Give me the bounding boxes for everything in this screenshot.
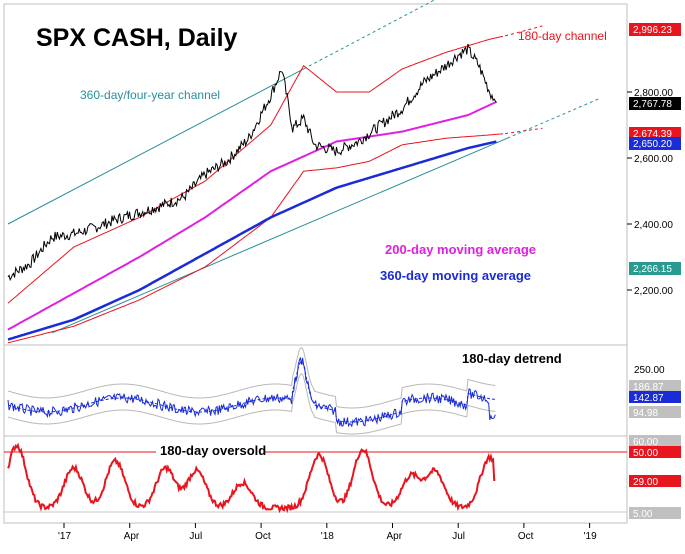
annotation-360-day-ma: 360-day moving average bbox=[380, 268, 531, 283]
oversold-tag-bg bbox=[629, 507, 681, 519]
time-axis: '17 Apr Jul Oct '18 Apr Jul Oct '19 bbox=[58, 523, 597, 542]
price-tag-label: 2,266.15 bbox=[633, 264, 672, 275]
detrend-panel: 180-day detrend 250.00 bbox=[7, 346, 665, 435]
oversold-tag-label: 29.00 bbox=[633, 477, 658, 488]
180-day-channel-upper-projection bbox=[505, 25, 543, 37]
detrend-tag-label: 142.87 bbox=[633, 393, 664, 404]
oversold-tag-bg bbox=[629, 435, 681, 447]
price-tag-bg bbox=[629, 137, 681, 150]
y-tick-label: 2,800.00 bbox=[634, 88, 673, 99]
oversold-tag-bg bbox=[629, 475, 681, 487]
oversold-title: 180-day oversold bbox=[160, 443, 266, 458]
180-day-channel-lower bbox=[7, 133, 503, 344]
detrend-upper-band bbox=[7, 346, 496, 409]
price-tag-bg bbox=[629, 262, 681, 275]
180-day-channel bbox=[7, 25, 543, 344]
detrend-title: 180-day detrend bbox=[462, 351, 562, 366]
detrend-tag-label: 94.98 bbox=[633, 408, 658, 419]
detrend-smooth-line bbox=[7, 360, 496, 423]
four-year-channel-lower-projection bbox=[507, 98, 600, 139]
four-year-channel-upper bbox=[7, 68, 304, 225]
four-year-channel-lower bbox=[51, 137, 508, 334]
oversold-panel: 180-day oversold bbox=[4, 442, 627, 514]
oversold-tag-label: 60.00 bbox=[633, 437, 658, 448]
detrend-line bbox=[7, 357, 496, 428]
detrend-tag-bg bbox=[629, 380, 681, 392]
detrend-tag-label: 186.87 bbox=[633, 382, 664, 393]
price-tags: 2,996.23 2,767.78 2,674.392,650.20 2,266.15 bbox=[629, 23, 681, 275]
x-tick-label: Jul bbox=[189, 531, 202, 542]
x-tick-label: Apr bbox=[387, 531, 403, 542]
oversold-line bbox=[7, 442, 496, 514]
x-tick-label: Apr bbox=[124, 531, 140, 542]
oversold-tag-label: 50.00 bbox=[633, 448, 658, 459]
plot-border bbox=[3, 3, 628, 524]
spx-price-line bbox=[7, 43, 497, 282]
price-tag-label: 2,650.20 bbox=[633, 139, 672, 150]
detrend-tick-250: 250.00 bbox=[634, 365, 665, 376]
annotation-four-year-channel: 360-day/four-year channel bbox=[80, 88, 220, 102]
360-day-moving-average-line bbox=[7, 140, 497, 341]
x-tick-label: Jul bbox=[452, 531, 465, 542]
detrend-lower-band bbox=[7, 372, 496, 435]
x-tick-label: Oct bbox=[518, 531, 534, 542]
four-year-channel bbox=[7, 0, 600, 334]
200-day-moving-average-line bbox=[7, 100, 497, 331]
price-tag-bg bbox=[629, 127, 681, 140]
price-tag-label: 2,674.39 bbox=[633, 129, 672, 140]
y-tick-label: 2,400.00 bbox=[634, 220, 673, 231]
four-year-channel-upper-projection bbox=[303, 0, 436, 70]
x-tick-label: Oct bbox=[255, 531, 271, 542]
x-tick-label: '19 bbox=[584, 531, 597, 542]
price-tag-label: 2,996.23 bbox=[633, 25, 672, 36]
oversold-title-bg bbox=[156, 443, 264, 458]
annotation-180-day-channel: 180-day channel bbox=[518, 29, 607, 43]
price-axis: 2,800.00 2,600.00 2,400.00 2,200.00 bbox=[627, 88, 673, 297]
price-panel: SPX CASH, Daily 180-day channel 360-day/… bbox=[7, 0, 607, 344]
x-tick-label: '18 bbox=[321, 531, 334, 542]
180-day-channel-upper bbox=[7, 35, 503, 304]
180-day-channel-lower-projection bbox=[505, 127, 543, 135]
oversold-tag-bg bbox=[629, 446, 681, 458]
price-tag-bg bbox=[629, 97, 681, 110]
detrend-tag-bg bbox=[629, 406, 681, 418]
x-tick-label: '17 bbox=[58, 531, 71, 542]
oversold-tag-label: 5.00 bbox=[633, 509, 653, 520]
price-tag-bg bbox=[629, 23, 681, 36]
y-tick-label: 2,200.00 bbox=[634, 286, 673, 297]
annotation-200-day-ma: 200-day moving average bbox=[385, 242, 536, 257]
detrend-tag-bg bbox=[629, 391, 681, 403]
y-tick-label: 2,600.00 bbox=[634, 154, 673, 165]
price-tag-label: 2,767.78 bbox=[633, 99, 672, 110]
chart-title: SPX CASH, Daily bbox=[36, 24, 238, 52]
